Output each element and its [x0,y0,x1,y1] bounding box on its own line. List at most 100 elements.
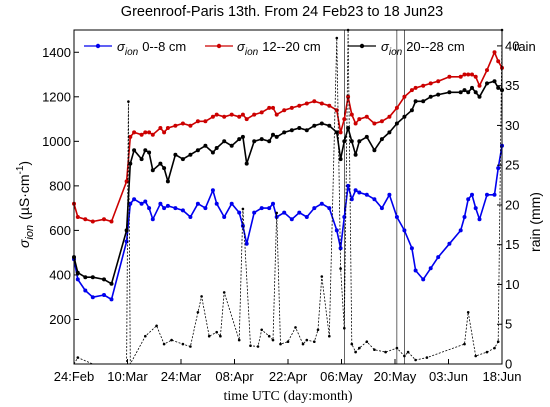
rain-point [425,356,429,359]
x-tick-label: 18:Jun [482,369,521,384]
series-1-point [462,72,467,77]
rain-point [275,211,279,215]
series-0-point [402,228,407,233]
series-2-point [267,139,272,144]
series-2-point [485,81,489,86]
rain-point [493,346,496,350]
series-2-point [150,168,155,173]
y-tick-label: 600 [49,223,71,238]
series-1-point [346,94,351,99]
y-label-close: ) [16,161,32,166]
y-tick-label: 1000 [42,134,71,149]
series-0-point [271,201,275,206]
series-0-point [102,293,106,297]
legend-1-sub: ion [245,47,259,58]
rain-point [320,275,324,278]
series-2-point [143,148,148,153]
series-1-point [436,79,441,84]
rain-line [73,29,503,365]
series-2-point [447,90,452,95]
series-1-point [259,110,264,115]
legend-label-2: σion 20--28 cm [381,39,465,58]
series-2-point [297,126,302,130]
series-2-point [128,161,133,166]
y-axis-label: σion (µS·cm-1) [15,161,36,248]
rain-point [316,328,320,332]
series-2-point [334,130,339,135]
rain-point [358,346,361,350]
series-1-point [210,114,215,119]
series-2-point [102,277,106,282]
series-0-point [139,201,144,206]
series-1-point [379,119,384,124]
series-1-point [485,68,489,73]
series-0-point [244,241,249,246]
series-0-point [496,166,501,171]
series-2-point [237,137,242,142]
series-1-point [473,74,478,79]
series-2-point [274,134,279,139]
legend-2-rest: 20--28 cm [406,39,465,54]
rain-point [144,334,147,338]
series-0-point [162,206,167,211]
series-0-point [229,201,234,206]
series-0-point [83,288,88,293]
series-2-point [210,150,215,155]
series-0-point [327,206,332,211]
series-2-point [289,128,294,133]
x-tick-label: 24:Mar [161,369,202,384]
rain-point [219,334,222,338]
series-0-point [75,277,80,282]
series-2-point [379,137,384,142]
series-0-point [210,188,215,193]
legend-marker-2 [359,43,365,49]
series-0-point [124,239,129,244]
series-1-point [173,123,178,128]
x-axis-label: time UTC (day:month) [223,389,352,404]
series-0-point [319,201,324,206]
series-1-point [162,130,167,135]
legend-0-rest: 0--8 cm [142,39,186,54]
rain-point [189,345,192,348]
series-1-point [409,88,414,93]
y2-tick-label: 40 [505,38,519,53]
series-1-point [349,112,354,117]
series-2-point [188,152,193,157]
rain-point [339,267,342,270]
series-1-point [132,130,137,135]
series-1-point [244,117,249,122]
y-tick-label: 800 [49,178,71,193]
series-2-point [147,150,152,155]
series-line-2 [73,80,503,285]
series-2-point [327,123,332,128]
series-0-point [237,210,242,215]
series-1-point [158,126,163,130]
y2-tick-label: 25 [505,158,519,173]
series-2-point [409,108,414,113]
rain-point [414,358,417,362]
series-2-point [282,130,287,135]
series-0-point [372,197,377,202]
series-1-point [252,112,257,117]
legend-0-sub: ion [125,47,139,58]
series-0-point [165,203,170,208]
series-1-point [447,74,452,79]
legend-2-sub: ion [389,47,403,58]
series-2-point [132,148,137,153]
legend-marker-0 [95,43,101,49]
series-0-point [428,266,433,271]
series-1-point [282,108,287,113]
series-1-point [75,215,80,219]
series-0-point [334,228,339,233]
series-2-point [413,99,418,104]
series-0-point [132,197,137,202]
series-1-point [402,94,407,99]
series-1-point [458,74,463,79]
legend-1-symbol: σ [237,39,246,54]
series-2-point [458,90,463,95]
rain-point [305,338,309,342]
series-0-point [394,215,399,219]
x-tick-label: 03:Jun [429,369,468,384]
series-2-point [436,92,441,97]
